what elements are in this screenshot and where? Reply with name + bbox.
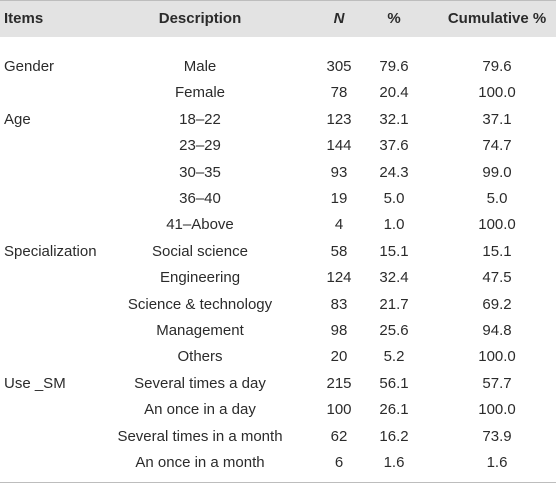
item-cell: Gender (4, 58, 55, 75)
description-cell: An once in a day (144, 401, 256, 419)
value-cell: 5.0 (486, 190, 508, 207)
item-cell: Age (4, 110, 31, 128)
value-cell: 20.4 (379, 84, 409, 102)
value-cell: 79.6 (379, 58, 409, 75)
description-cell: 41–Above (166, 216, 234, 234)
value-cell: 16.2 (379, 427, 409, 445)
header-cell: N (333, 10, 345, 27)
value-cell: 78 (330, 84, 348, 102)
value-cell: 124 (326, 269, 352, 287)
header-cell: % (387, 10, 401, 27)
description-cell: Several times a day (134, 374, 266, 392)
description-cell: Social science (152, 242, 248, 260)
value-cell: 25.6 (379, 322, 409, 339)
description-cell: Engineering (159, 269, 241, 287)
value-cell: 62 (330, 427, 348, 445)
value-cell: 15.1 (379, 242, 409, 260)
value-cell: 19 (330, 190, 348, 207)
description-cell: 36–40 (179, 190, 221, 207)
value-cell: 1.6 (486, 454, 508, 471)
value-cell: 94.8 (482, 322, 512, 339)
item-cell: Use _SM (4, 374, 66, 392)
value-cell: 100.0 (478, 401, 516, 419)
value-cell: 15.1 (482, 242, 512, 260)
value-cell: 32.4 (379, 269, 409, 287)
value-cell: 26.1 (379, 401, 409, 419)
description-cell: Management (156, 322, 244, 339)
description-cell: 23–29 (179, 137, 221, 155)
value-cell: 24.3 (379, 163, 409, 181)
value-cell: 21.7 (379, 295, 409, 313)
description-cell: Female (174, 84, 226, 102)
description-cell: Others (177, 348, 223, 366)
value-cell: 98 (330, 322, 348, 339)
value-cell: 305 (326, 58, 352, 75)
value-cell: 73.9 (482, 427, 512, 445)
value-cell: 83 (330, 295, 348, 313)
value-cell: 47.5 (482, 269, 512, 287)
value-cell: 144 (326, 137, 352, 155)
value-cell: 37.1 (482, 110, 512, 128)
description-cell: Male (183, 58, 217, 75)
value-cell: 100 (326, 401, 352, 419)
value-cell: 93 (330, 163, 348, 181)
description-cell: 30–35 (179, 163, 221, 181)
value-cell: 4 (334, 216, 344, 234)
description-cell: Science & technology (127, 295, 273, 313)
value-cell: 5.2 (383, 348, 405, 366)
value-cell: 20 (330, 348, 348, 366)
value-cell: 215 (326, 374, 352, 392)
value-cell: 5.0 (383, 190, 405, 207)
bottom-rule (0, 482, 556, 483)
value-cell: 37.6 (379, 137, 409, 155)
description-cell: An once in a month (135, 454, 265, 471)
header-cell: Items (4, 10, 44, 27)
value-cell: 57.7 (482, 374, 512, 392)
value-cell: 69.2 (482, 295, 512, 313)
description-cell: 18–22 (179, 110, 221, 128)
value-cell: 32.1 (379, 110, 409, 128)
value-cell: 100.0 (478, 216, 516, 234)
value-cell: 123 (326, 110, 352, 128)
value-cell: 58 (330, 242, 348, 260)
value-cell: 1.0 (383, 216, 405, 234)
value-cell: 100.0 (478, 84, 516, 102)
value-cell: 100.0 (478, 348, 516, 366)
value-cell: 1.6 (383, 454, 405, 471)
value-cell: 6 (334, 454, 344, 471)
header-cell: Description (158, 10, 242, 27)
value-cell: 56.1 (379, 374, 409, 392)
value-cell: 99.0 (482, 163, 512, 181)
description-cell: Several times in a month (117, 427, 283, 445)
item-cell: Specialization (4, 242, 97, 260)
header-background (0, 0, 556, 37)
value-cell: 74.7 (482, 137, 512, 155)
header-cell: Cumulative % (447, 10, 547, 27)
value-cell: 79.6 (482, 58, 512, 75)
